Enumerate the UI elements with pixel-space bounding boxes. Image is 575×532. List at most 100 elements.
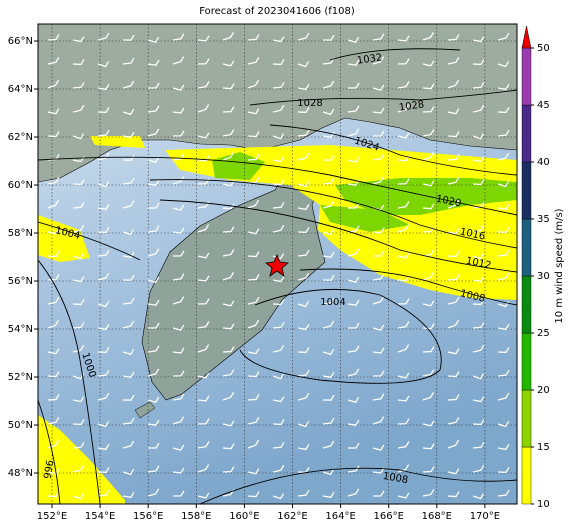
wind-barb xyxy=(272,276,285,283)
wind-barb xyxy=(447,131,460,138)
wind-barb xyxy=(497,444,510,451)
wind-barb xyxy=(148,82,160,89)
wind-barb xyxy=(122,440,135,449)
wind-barb xyxy=(422,300,435,307)
wind-barb xyxy=(372,273,385,281)
wind-barb xyxy=(172,84,185,91)
wind-barb xyxy=(47,274,60,281)
wind-barb xyxy=(297,249,310,257)
wind-barb xyxy=(472,81,485,89)
wind-barb xyxy=(272,253,285,260)
wind-barb xyxy=(272,59,285,66)
wind-barb xyxy=(122,131,135,138)
location-star xyxy=(265,253,289,277)
wind-barb xyxy=(322,394,335,401)
wind-barb xyxy=(447,79,460,89)
wind-barb xyxy=(447,228,460,235)
wind-barb xyxy=(247,371,260,378)
wind-barb xyxy=(197,464,210,473)
wind-barb xyxy=(122,371,135,378)
wind-barb xyxy=(247,108,260,115)
wind-barb xyxy=(397,35,410,42)
wind-barb xyxy=(147,179,160,186)
wind-barb xyxy=(497,129,510,137)
wind-barb xyxy=(197,132,210,139)
wind-barb xyxy=(272,396,285,403)
wind-barb xyxy=(247,417,260,425)
wind-barb xyxy=(172,130,185,137)
wind-barb xyxy=(297,61,310,68)
wind-barb xyxy=(97,106,110,113)
wind-barb xyxy=(122,109,135,116)
wind-barb xyxy=(147,36,160,43)
lat-label: 58°N xyxy=(8,228,33,239)
lon-label: 158°E xyxy=(181,511,211,522)
wind-barb xyxy=(47,371,60,378)
colorbar-tick-label: 20 xyxy=(537,385,550,396)
wind-barb xyxy=(472,276,485,283)
wind-barb xyxy=(497,106,510,113)
wind-barb xyxy=(347,368,360,377)
wind-barb xyxy=(272,419,285,426)
wind-barb xyxy=(47,57,60,65)
wind-barb xyxy=(72,464,85,473)
wind-barb xyxy=(397,81,410,89)
wind-barb xyxy=(197,81,210,89)
wind-barb xyxy=(147,276,160,283)
wind-barb xyxy=(172,393,185,401)
wind-barb xyxy=(297,129,310,137)
wind-barb xyxy=(122,34,135,41)
wind-barb xyxy=(72,201,85,209)
wind-barb xyxy=(197,418,210,425)
wind-barb xyxy=(322,417,335,425)
wind-barb xyxy=(272,373,285,380)
wind-barb xyxy=(322,80,335,89)
wind-barb xyxy=(172,490,185,497)
wind-15-20 xyxy=(335,178,517,215)
lon-label: 156°E xyxy=(133,511,163,522)
colorbar-extend xyxy=(521,25,532,49)
wind-barb xyxy=(372,176,385,185)
wind-barb xyxy=(472,373,485,380)
wind-barb xyxy=(172,153,185,161)
wind-barb xyxy=(97,84,110,91)
wind-barb xyxy=(272,156,285,163)
wind-barb xyxy=(247,34,260,41)
wind-barb xyxy=(347,299,360,306)
wind-barb xyxy=(297,392,310,401)
wind-barb xyxy=(297,152,310,161)
wind-barb xyxy=(97,489,110,497)
wind-barb xyxy=(222,152,235,161)
wind-barb xyxy=(297,181,310,188)
wind-barb xyxy=(172,444,185,451)
wind-barb xyxy=(97,129,110,137)
wind-barb xyxy=(247,468,260,475)
wind-barb xyxy=(422,106,435,113)
wind-barb xyxy=(197,492,210,499)
wind-barb xyxy=(472,59,485,66)
wind-barb xyxy=(347,105,360,113)
wind-barb xyxy=(322,320,335,329)
wind-barb xyxy=(347,345,360,353)
wind-barb xyxy=(247,297,260,305)
wind-barb xyxy=(422,369,435,377)
colorbar-tick-label: 25 xyxy=(537,328,550,339)
wind-barb xyxy=(497,249,510,257)
wind-barb xyxy=(322,371,335,378)
wind-barb xyxy=(447,348,460,355)
isobar xyxy=(269,124,517,176)
wind-barb xyxy=(97,181,110,188)
wind-barb xyxy=(497,226,510,233)
wind-barb xyxy=(472,321,485,329)
wind-barb xyxy=(348,82,360,89)
lat-label: 64°N xyxy=(8,84,33,95)
wind-barb xyxy=(372,490,385,497)
colorbar-tick-label: 50 xyxy=(537,43,550,54)
wind-barb xyxy=(172,370,185,377)
wind-barb xyxy=(247,319,260,329)
wind-barb xyxy=(197,395,210,402)
wind-barb xyxy=(372,296,385,305)
wind-barb xyxy=(297,84,310,91)
wind-barb xyxy=(172,176,185,185)
wind-barb xyxy=(147,345,160,353)
